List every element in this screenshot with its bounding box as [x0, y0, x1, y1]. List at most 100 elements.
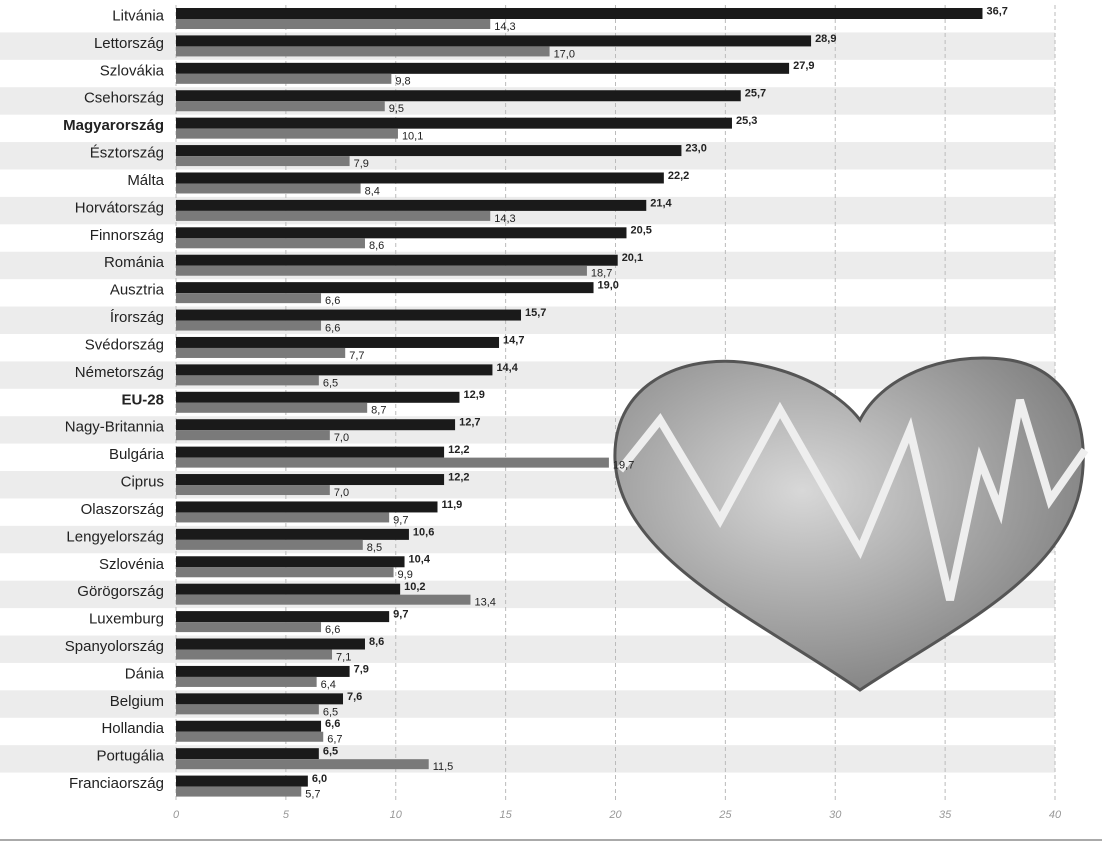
y-tick-label: Franciaország	[69, 775, 164, 792]
y-tick-label: Finnország	[90, 227, 164, 244]
value-label: 7,6	[347, 691, 362, 703]
y-tick-label: Luxemburg	[89, 611, 164, 628]
value-label: 21,4	[650, 197, 672, 209]
bar	[176, 446, 445, 458]
y-tick-label: Írország	[110, 309, 164, 326]
value-label: 28,9	[815, 33, 836, 45]
value-label: 27,9	[793, 60, 814, 72]
value-label: 19,0	[598, 280, 619, 292]
bar	[176, 156, 350, 167]
y-tick-label: Görögország	[77, 583, 164, 600]
x-tick-label: 0	[173, 809, 180, 821]
value-label: 6,6	[325, 322, 340, 334]
bar	[176, 309, 522, 321]
value-label: 6,6	[325, 718, 340, 730]
y-tick-label: Észtország	[90, 145, 164, 162]
y-tick-label: Dánia	[125, 665, 165, 682]
bar	[176, 8, 983, 19]
bar	[176, 35, 812, 47]
value-label: 14,3	[494, 21, 515, 33]
value-label: 23,0	[685, 142, 706, 154]
bar	[176, 474, 445, 486]
x-tick-label: 10	[390, 809, 403, 821]
bar	[176, 649, 333, 660]
value-label: 6,5	[323, 706, 338, 718]
bar	[176, 528, 409, 540]
value-label: 9,7	[393, 609, 408, 621]
bar	[176, 583, 401, 595]
bar	[176, 704, 319, 715]
bar	[176, 101, 385, 112]
value-label: 20,5	[630, 225, 651, 237]
bar	[176, 364, 493, 376]
value-label: 7,7	[349, 350, 364, 362]
bar	[176, 693, 344, 705]
value-label: 10,2	[404, 581, 425, 593]
value-label: 6,4	[321, 679, 336, 691]
value-label: 19,7	[613, 460, 634, 472]
bar	[176, 238, 365, 249]
bar	[176, 638, 365, 650]
value-label: 6,0	[312, 773, 327, 785]
value-label: 8,7	[371, 405, 386, 417]
y-tick-label: Németország	[75, 364, 164, 381]
value-label: 36,7	[986, 5, 1007, 17]
bar	[176, 611, 390, 623]
value-label: 10,6	[413, 526, 434, 538]
value-label: 14,7	[503, 334, 524, 346]
value-label: 10,1	[402, 131, 423, 143]
x-tick-label: 5	[283, 809, 290, 821]
y-tick-label: Málta	[127, 172, 164, 189]
bar	[176, 293, 322, 304]
bar	[176, 556, 405, 568]
x-tick-label: 35	[939, 809, 952, 821]
value-label: 17,0	[554, 48, 575, 60]
value-label: 12,9	[463, 389, 484, 401]
bar	[176, 172, 664, 184]
y-tick-label: Horvátország	[75, 199, 164, 216]
value-label: 8,6	[369, 240, 384, 252]
y-tick-label: Belgium	[110, 693, 164, 710]
y-tick-label: Csehország	[84, 90, 164, 107]
y-tick-label: Lettország	[94, 35, 164, 52]
value-label: 10,4	[409, 554, 431, 566]
value-label: 6,6	[325, 295, 340, 307]
value-label: 12,2	[448, 444, 469, 456]
y-tick-label: Nagy-Britannia	[65, 419, 165, 436]
value-label: 25,3	[736, 115, 757, 127]
y-tick-label: Románia	[104, 254, 165, 271]
x-tick-label: 25	[718, 809, 732, 821]
bar	[176, 665, 350, 677]
x-tick-label: 30	[829, 809, 842, 821]
value-label: 8,5	[367, 542, 382, 554]
value-label: 14,4	[496, 362, 518, 374]
x-tick-label: 15	[500, 809, 513, 821]
value-label: 13,4	[474, 597, 495, 609]
y-tick-label: EU-28	[121, 391, 164, 408]
bar	[176, 183, 361, 194]
bar	[176, 254, 618, 266]
bar	[176, 457, 609, 468]
y-tick-label: Olaszország	[81, 501, 164, 518]
bar	[176, 594, 471, 605]
bar	[176, 46, 550, 57]
bar	[176, 90, 741, 102]
bar	[176, 622, 322, 633]
bar	[176, 402, 368, 413]
value-label: 11,5	[433, 761, 454, 773]
bar	[176, 347, 346, 358]
bar	[176, 19, 491, 29]
value-label: 22,2	[668, 170, 689, 182]
x-tick-label: 20	[608, 809, 622, 821]
bar	[176, 199, 647, 211]
bar	[176, 567, 394, 578]
value-label: 7,9	[354, 663, 369, 675]
value-label: 20,1	[622, 252, 643, 264]
bar	[176, 375, 319, 386]
y-tick-label: Szlovákia	[100, 62, 165, 79]
y-tick-label: Bulgária	[109, 446, 165, 463]
bar	[176, 336, 500, 348]
bar	[176, 539, 363, 550]
value-label: 14,3	[494, 213, 515, 225]
